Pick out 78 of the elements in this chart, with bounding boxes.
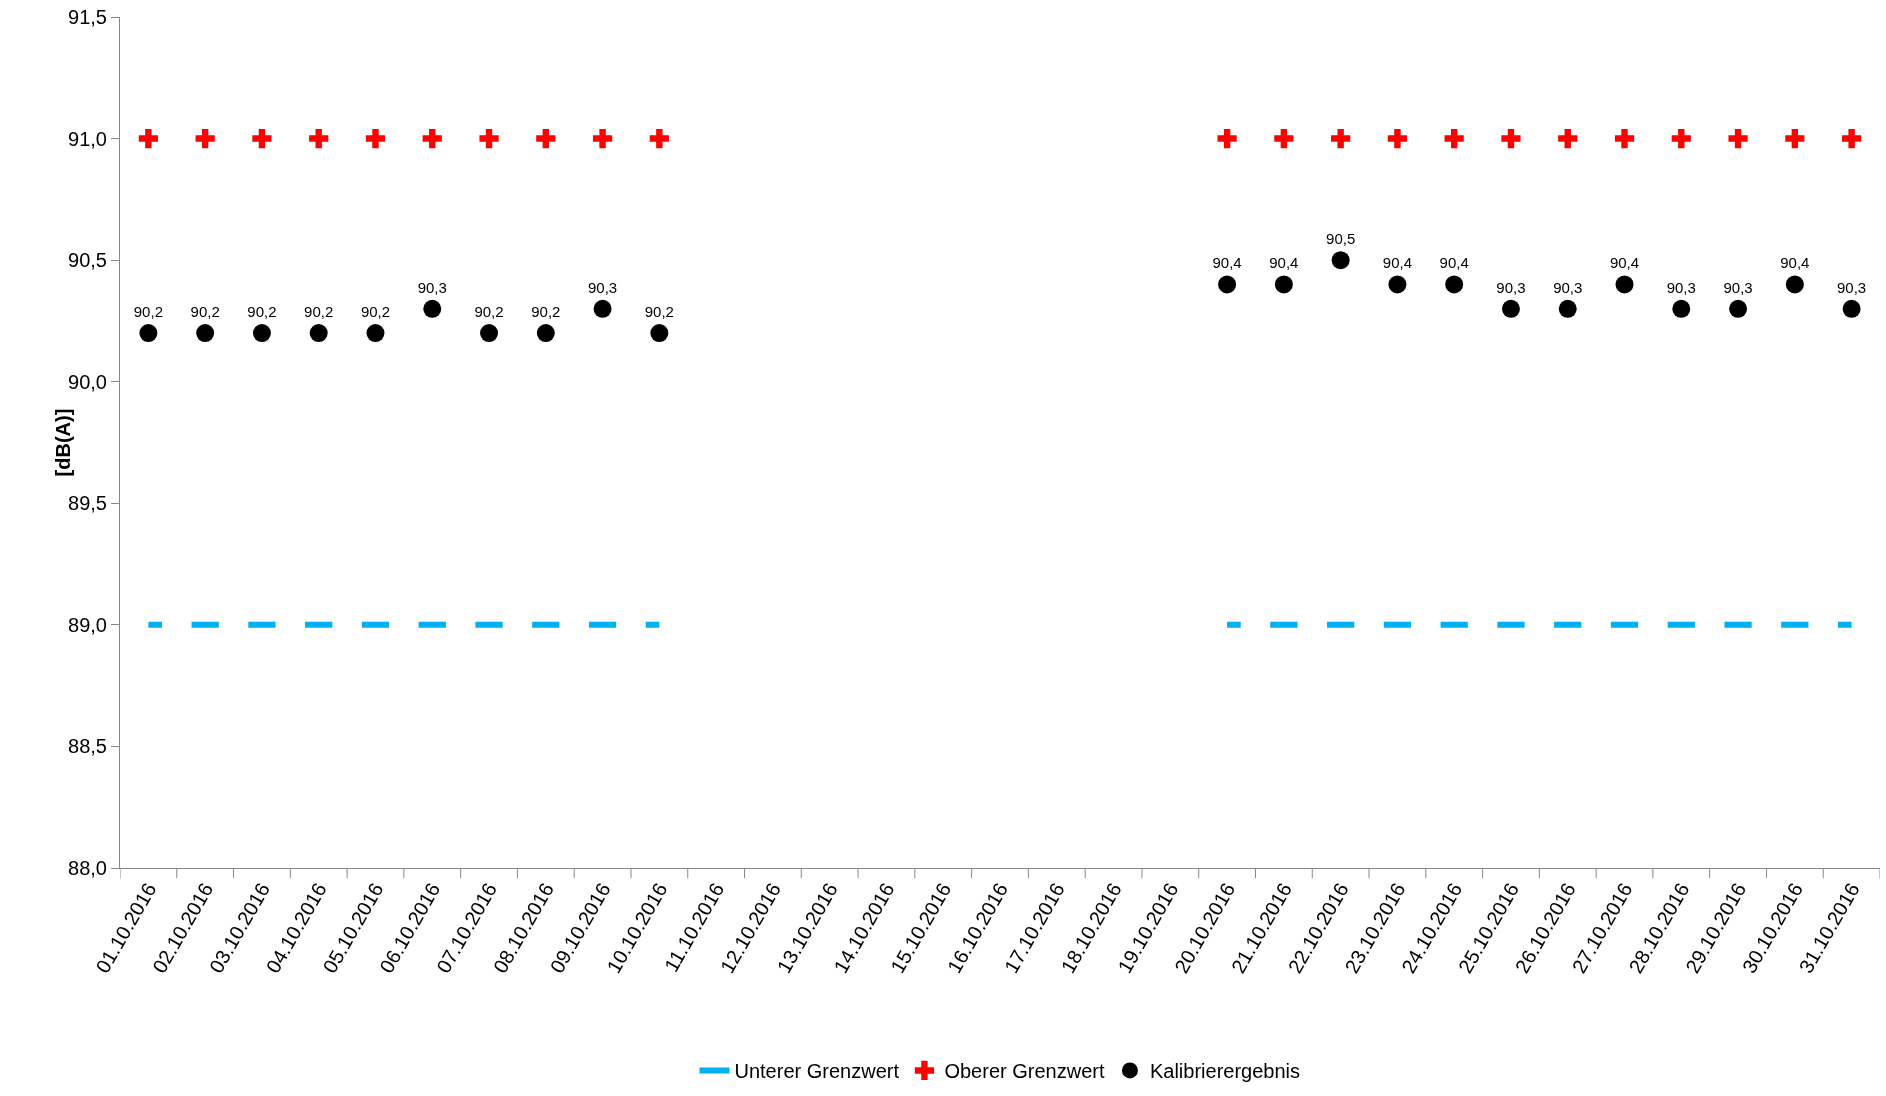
point — [252, 128, 272, 149]
point — [479, 128, 499, 149]
data-label: 90,2 — [247, 303, 277, 321]
point — [1672, 299, 1691, 318]
point — [1728, 128, 1748, 149]
point — [1842, 128, 1862, 149]
data-label: 90,3 — [1837, 278, 1867, 296]
point — [1785, 128, 1805, 149]
point — [1615, 275, 1634, 294]
point — [592, 128, 613, 149]
data-label: 90,2 — [190, 303, 220, 321]
point — [422, 128, 442, 149]
data-label: 90,4 — [1382, 254, 1413, 272]
legend-label: Oberer Grenzwert — [944, 1060, 1105, 1083]
point — [309, 324, 328, 343]
data-label: 90,4 — [1269, 254, 1299, 272]
point — [365, 128, 386, 149]
point — [1729, 299, 1748, 318]
y-tick-label: 89,5 — [68, 492, 107, 515]
point — [1785, 275, 1804, 294]
point — [1614, 128, 1635, 149]
point — [1274, 275, 1293, 294]
y-tick-label: 89,0 — [68, 613, 107, 636]
y-tick-label: 90,0 — [68, 370, 107, 393]
point — [1331, 128, 1351, 149]
point — [536, 324, 555, 343]
point — [593, 299, 612, 318]
point — [1558, 299, 1577, 318]
data-label: 90,4 — [1780, 254, 1810, 272]
point — [139, 324, 158, 343]
y-tick-label: 91,0 — [68, 127, 107, 150]
y-axis-title: [dB(A)] — [52, 408, 74, 477]
point — [536, 128, 556, 149]
point — [195, 128, 215, 149]
point — [650, 324, 669, 343]
point — [1387, 128, 1408, 149]
data-label: 90,4 — [1439, 254, 1469, 272]
data-label: 90,2 — [133, 303, 163, 321]
y-tick-label: 91,5 — [68, 6, 107, 28]
y-tick-label: 88,0 — [68, 857, 107, 879]
point — [480, 324, 499, 343]
data-label: 90,2 — [531, 303, 561, 321]
data-label: 90,3 — [417, 278, 447, 296]
y-tick-label: 88,5 — [68, 735, 107, 758]
data-label: 90,4 — [1212, 254, 1242, 272]
data-label: 90,2 — [360, 303, 391, 321]
data-label: 90,3 — [1496, 278, 1526, 296]
data-label: 90,3 — [1666, 278, 1696, 296]
point — [1501, 299, 1520, 318]
point — [252, 324, 271, 343]
point — [138, 128, 158, 149]
data-label: 90,2 — [644, 303, 674, 321]
point — [1444, 128, 1464, 149]
point — [1331, 251, 1350, 270]
y-tick-label: 90,5 — [68, 249, 107, 272]
legend-label: Kalibrierergebnis — [1149, 1060, 1301, 1083]
point — [1842, 299, 1861, 318]
data-label: 90,3 — [1723, 278, 1753, 296]
point — [1671, 128, 1691, 149]
data-label: 90,2 — [304, 303, 334, 321]
point — [1274, 128, 1294, 149]
point — [366, 324, 385, 343]
point — [1217, 128, 1237, 149]
data-label: 90,3 — [1553, 278, 1583, 296]
legend-label: Unterer Grenzwert — [734, 1060, 900, 1083]
data-label: 90,3 — [587, 278, 618, 296]
data-label: 90,2 — [474, 303, 504, 321]
point — [1558, 128, 1578, 149]
point — [1501, 128, 1521, 149]
data-label: 90,5 — [1326, 230, 1356, 248]
point — [423, 299, 442, 318]
point — [649, 128, 669, 149]
point — [1218, 275, 1237, 294]
point — [1445, 275, 1464, 294]
point — [1388, 275, 1407, 294]
point — [309, 128, 329, 149]
point — [196, 324, 215, 343]
data-label: 90,4 — [1609, 254, 1640, 272]
